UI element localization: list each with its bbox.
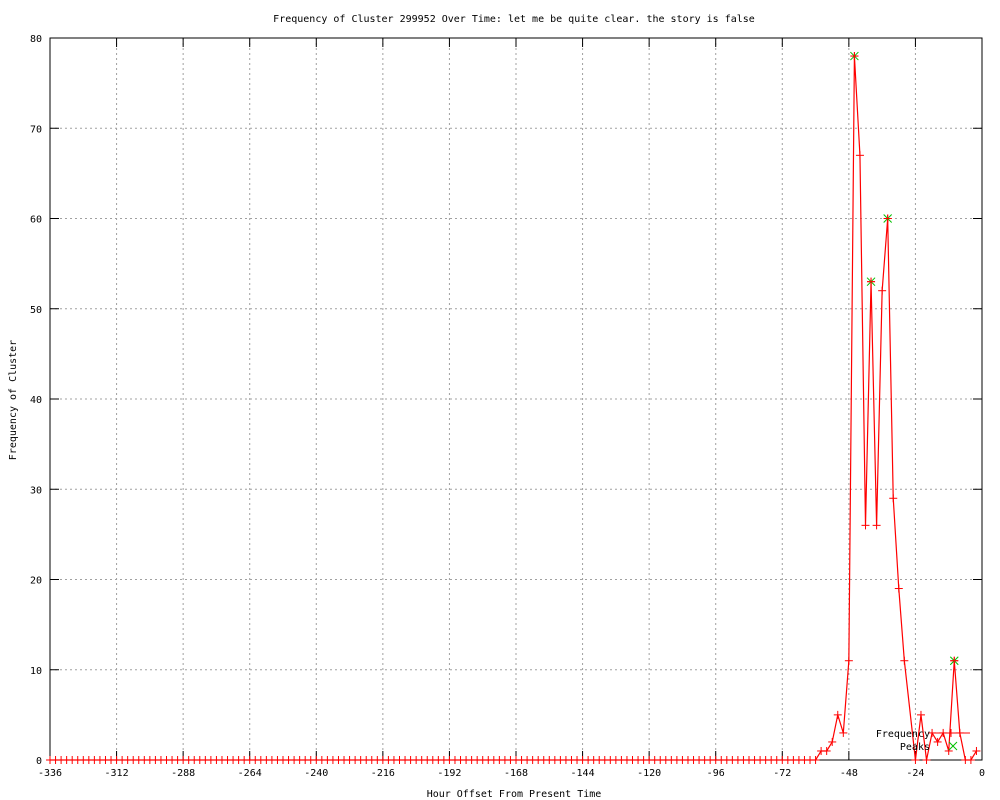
frequency-point [844, 656, 853, 665]
x-tick-label: -336 [38, 768, 62, 779]
x-tick-label: -120 [637, 768, 661, 779]
x-tick-label: -264 [238, 768, 262, 779]
frequency-point [822, 746, 831, 755]
peak-point-overlay [867, 277, 876, 286]
peak-point-overlay [883, 214, 892, 223]
x-tick-label: -240 [304, 768, 328, 779]
x-axis-label: Hour Offset From Present Time [427, 789, 602, 800]
x-tick-label: -72 [773, 768, 791, 779]
x-tick-label: -288 [171, 768, 195, 779]
peak-point-overlay [850, 52, 859, 61]
y-tick-label: 20 [30, 576, 42, 587]
frequency-point [966, 756, 975, 764]
x-tick-label: -216 [371, 768, 395, 779]
frequency-point [911, 756, 920, 764]
frequency-point [922, 756, 931, 764]
y-axis-label: Frequency of Cluster [8, 340, 19, 460]
y-tick-label: 10 [30, 666, 42, 677]
legend: Frequency Peaks [876, 729, 970, 753]
y-tick-label: 40 [30, 395, 42, 406]
series [46, 51, 981, 764]
frequency-point [828, 737, 837, 746]
frequency-point [900, 656, 909, 665]
frequency-point [839, 728, 848, 737]
x-tick-label: -144 [571, 768, 595, 779]
frequency-line [50, 56, 977, 761]
grid [50, 38, 982, 760]
frequency-point [811, 756, 820, 764]
ticks: -336 -312 -288 -264 -240 -216 -192 -168 -144 -120… [30, 34, 985, 779]
frequency-point [889, 494, 898, 503]
frequency-point [972, 746, 981, 755]
x-tick-label: -96 [707, 768, 725, 779]
frequency-point [916, 710, 925, 719]
chart-title: Frequency of Cluster 299952 Over Time: l… [273, 14, 755, 25]
legend-marker-peaks [948, 741, 958, 751]
y-tick-label: 50 [30, 305, 42, 316]
legend-label-frequency: Frequency [876, 729, 930, 740]
frequency-point [933, 737, 942, 746]
frequency-point [872, 521, 881, 530]
frequency-point [855, 151, 864, 160]
frequency-point [894, 584, 903, 593]
y-tick-label: 0 [36, 756, 42, 767]
frequency-point [944, 746, 953, 755]
x-tick-label: -168 [504, 768, 528, 779]
x-tick-label: -312 [105, 768, 129, 779]
frequency-point [861, 521, 870, 530]
x-tick-label: -24 [906, 768, 924, 779]
frequency-point [833, 710, 842, 719]
peak-point-overlay [950, 656, 959, 665]
x-tick-label: 0 [979, 768, 985, 779]
x-tick-label: -192 [437, 768, 461, 779]
y-tick-label: 80 [30, 34, 42, 45]
legend-label-peaks: Peaks [900, 742, 930, 753]
y-tick-label: 30 [30, 485, 42, 496]
frequency-point [878, 286, 887, 295]
x-tick-label: -48 [840, 768, 858, 779]
legend-marker-frequency [947, 729, 955, 737]
y-tick-label: 70 [30, 124, 42, 135]
y-tick-label: 60 [30, 215, 42, 226]
